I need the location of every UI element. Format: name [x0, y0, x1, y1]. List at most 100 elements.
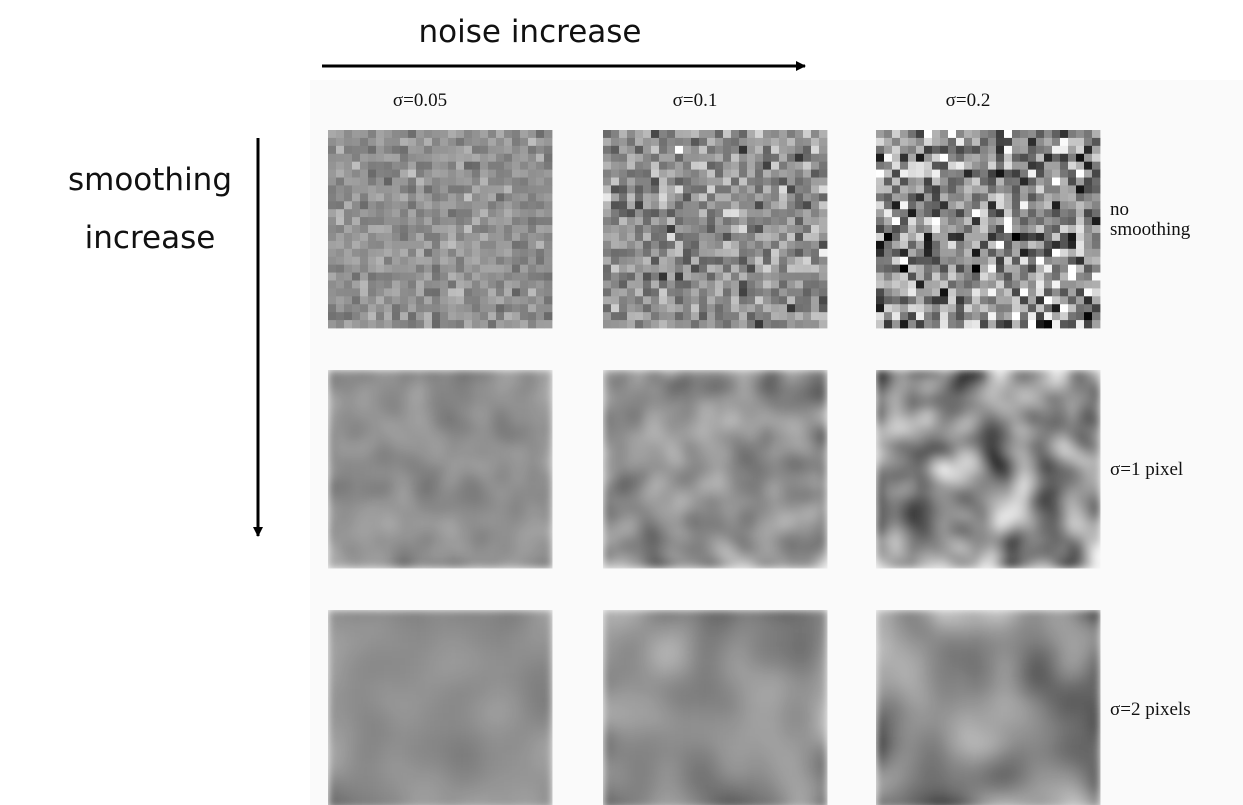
noise-pixel	[424, 288, 432, 296]
noise-pixel	[611, 792, 619, 800]
noise-pixel	[956, 209, 964, 217]
noise-pixel	[795, 241, 803, 249]
noise-pixel	[392, 465, 400, 473]
noise-pixel	[787, 505, 795, 513]
noise-pixel	[352, 665, 360, 673]
noise-pixel	[416, 473, 424, 481]
noise-pixel	[416, 760, 424, 768]
noise-pixel	[424, 312, 432, 320]
noise-pixel	[795, 209, 803, 217]
noise-pixel	[376, 528, 384, 536]
noise-pixel	[603, 505, 611, 513]
noise-pixel	[611, 513, 619, 521]
noise-pixel	[408, 170, 416, 178]
noise-pixel	[619, 288, 627, 296]
noise-pixel	[1020, 178, 1028, 186]
noise-pixel	[900, 185, 908, 193]
noise-pixel	[948, 257, 956, 265]
noise-pixel	[739, 154, 747, 162]
noise-pixel	[1092, 370, 1100, 378]
noise-pixel	[544, 146, 552, 154]
noise-pixel	[683, 536, 691, 544]
noise-pixel	[488, 312, 496, 320]
noise-pixel	[619, 681, 627, 689]
noise-pixel	[771, 209, 779, 217]
noise-pixel	[368, 745, 376, 753]
noise-pixel	[747, 650, 755, 658]
noise-pixel	[424, 650, 432, 658]
noise-pixel	[747, 217, 755, 225]
noise-pixel	[376, 745, 384, 753]
noise-pixel	[1012, 154, 1020, 162]
noise-pixel	[448, 433, 456, 441]
noise-pixel	[940, 233, 948, 241]
noise-pixel	[603, 433, 611, 441]
noise-pixel	[360, 729, 368, 737]
noise-pixel	[627, 394, 635, 402]
noise-pixel	[699, 280, 707, 288]
noise-pixel	[731, 201, 739, 209]
noise-pixel	[603, 280, 611, 288]
noise-pixel	[715, 449, 723, 457]
noise-pixel	[964, 154, 972, 162]
noise-pixel	[739, 130, 747, 138]
noise-pixel	[707, 418, 715, 426]
noise-pixel	[707, 465, 715, 473]
noise-pixel	[948, 320, 956, 328]
noise-pixel	[996, 386, 1004, 394]
noise-pixel	[392, 513, 400, 521]
noise-pixel	[456, 296, 464, 304]
noise-pixel	[392, 768, 400, 776]
noise-pixel	[916, 257, 924, 265]
noise-pixel	[747, 370, 755, 378]
noise-pixel	[336, 705, 344, 713]
noise-pixel	[739, 241, 747, 249]
noise-pixel	[472, 288, 480, 296]
noise-pixel	[328, 473, 336, 481]
noise-pixel	[627, 233, 635, 241]
noise-pixel	[787, 697, 795, 705]
noise-pixel	[723, 265, 731, 273]
noise-pixel	[504, 792, 512, 800]
noise-pixel	[1028, 225, 1036, 233]
noise-pixel	[747, 760, 755, 768]
noise-pixel	[504, 193, 512, 201]
noise-pixel	[416, 378, 424, 386]
noise-pixel	[544, 304, 552, 312]
noise-pixel	[496, 520, 504, 528]
noise-pixel	[456, 713, 464, 721]
noise-pixel	[344, 209, 352, 217]
noise-pixel	[956, 170, 964, 178]
noise-pixel	[328, 544, 336, 552]
noise-pixel	[376, 489, 384, 497]
noise-pixel	[723, 760, 731, 768]
noise-pixel	[659, 178, 667, 186]
noise-pixel	[683, 513, 691, 521]
noise-pixel	[328, 241, 336, 249]
noise-pixel	[651, 170, 659, 178]
noise-pixel	[328, 425, 336, 433]
noise-pixel	[512, 402, 520, 410]
noise-pixel	[747, 280, 755, 288]
noise-pixel	[916, 304, 924, 312]
noise-pixel	[1020, 249, 1028, 257]
noise-pixel	[747, 265, 755, 273]
noise-pixel	[504, 768, 512, 776]
noise-pixel	[771, 233, 779, 241]
noise-pixel	[819, 650, 827, 658]
noise-pixel	[787, 225, 795, 233]
noise-pixel	[472, 217, 480, 225]
noise-pixel	[811, 241, 819, 249]
noise-pixel	[723, 457, 731, 465]
noise-pixel	[787, 737, 795, 745]
noise-pixel	[892, 280, 900, 288]
noise-pixel	[908, 257, 916, 265]
noise-pixel	[536, 618, 544, 626]
noise-pixel	[464, 760, 472, 768]
noise-pixel	[627, 410, 635, 418]
noise-pixel	[352, 729, 360, 737]
noise-pixel	[940, 288, 948, 296]
noise-pixel	[328, 449, 336, 457]
noise-pixel	[528, 233, 536, 241]
noise-pixel	[432, 185, 440, 193]
